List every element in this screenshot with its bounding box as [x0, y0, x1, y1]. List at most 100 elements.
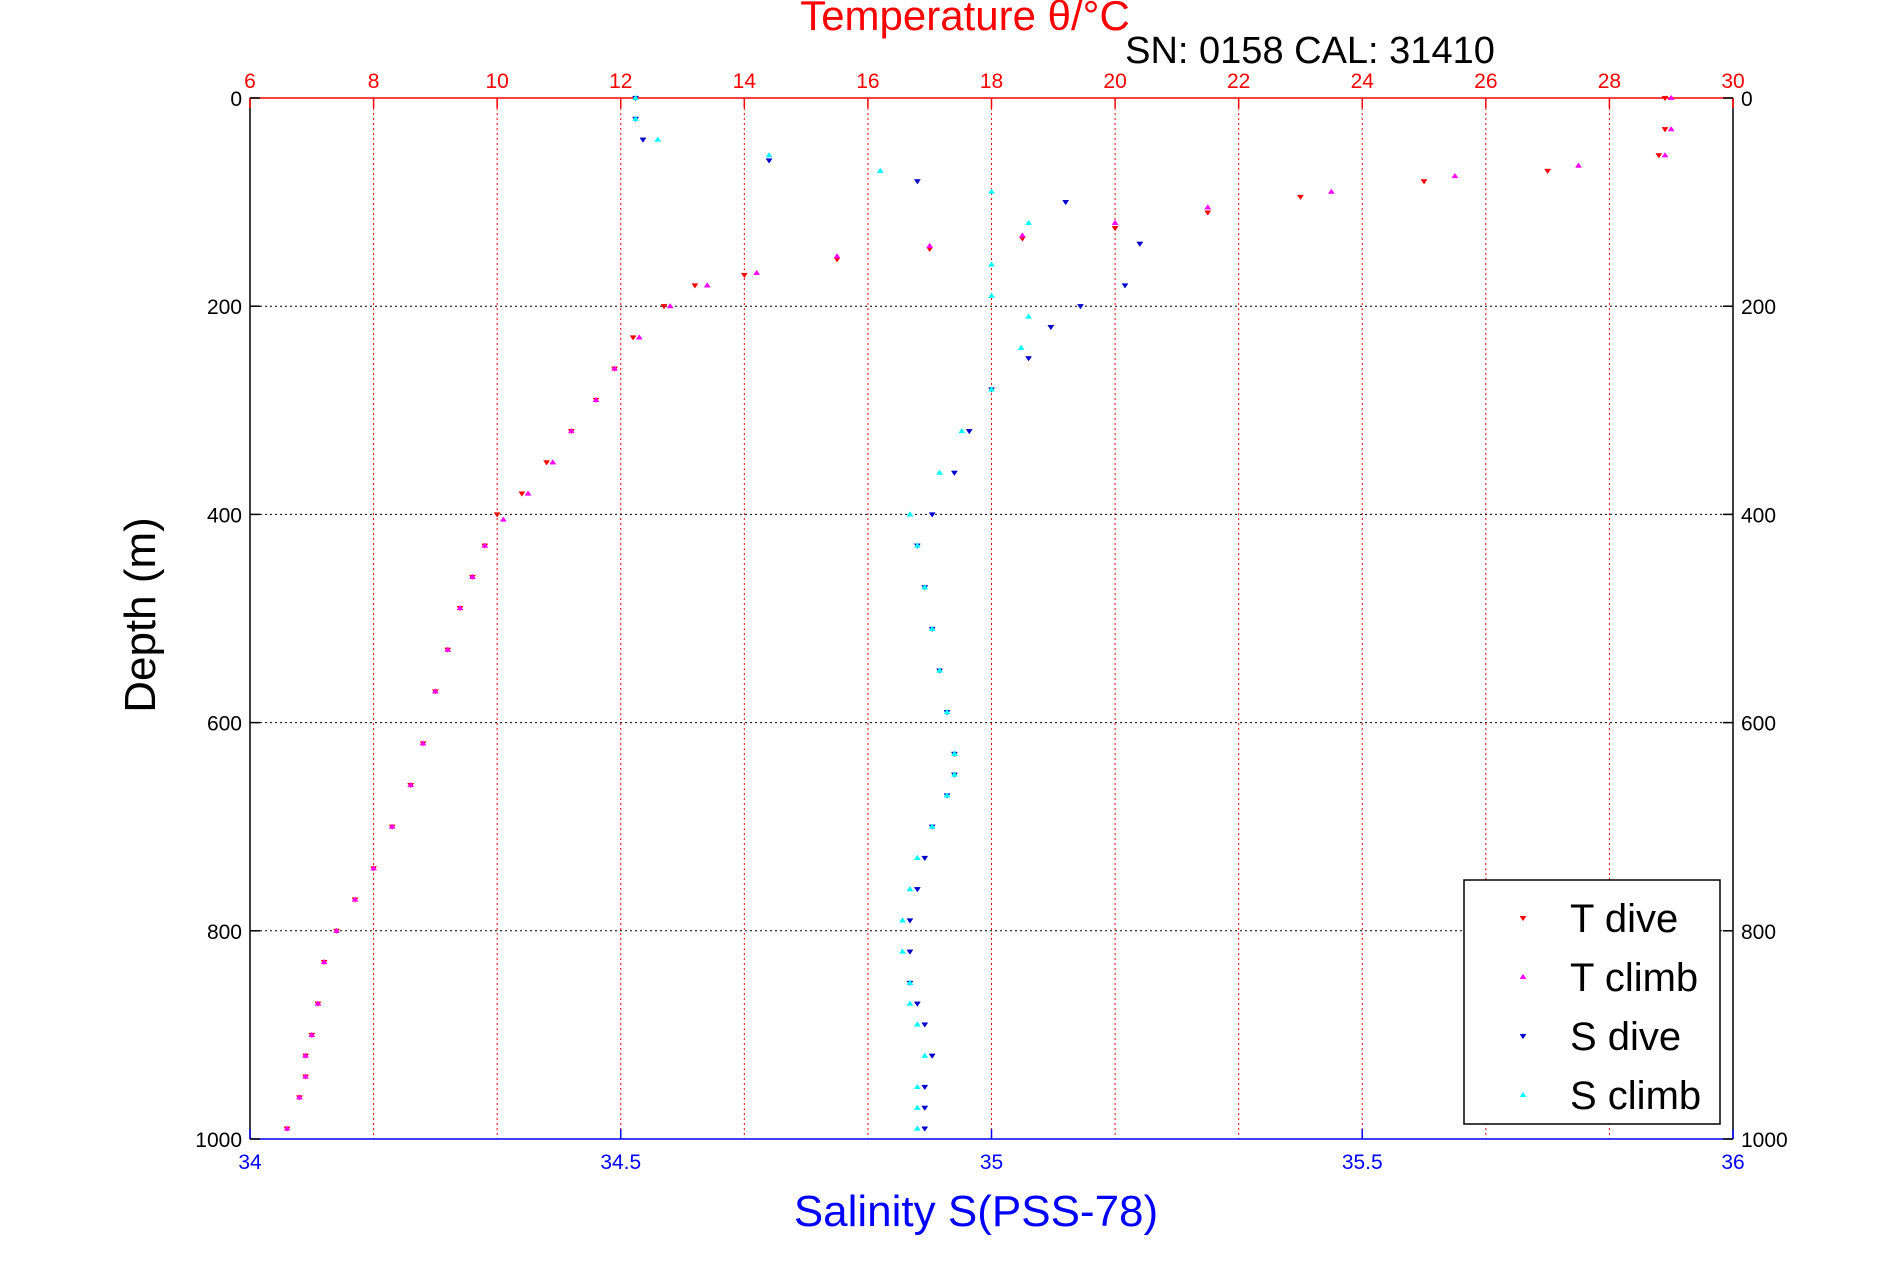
t-dive-point: [518, 491, 526, 497]
t-dive-point: [1655, 153, 1663, 159]
axes-layer: 6 8 10 12 14 16 18 20 22 24 26 28 30 34 34.5 35 35.5 36 0 0…: [195, 70, 1787, 1174]
s-climb-point: [876, 167, 884, 173]
temperature-tick-label: 30: [1721, 70, 1744, 93]
t-climb-point: [1575, 162, 1582, 168]
t-climb-point: [333, 927, 340, 933]
t-climb-point: [370, 865, 378, 871]
s-climb-point: [950, 750, 958, 756]
legend-marker-t-dive: [1519, 915, 1527, 922]
s-dive-point: [1077, 304, 1084, 310]
s-dive-point: [921, 1126, 929, 1132]
t-climb-point: [499, 516, 507, 522]
s-climb-point: [1025, 313, 1033, 319]
t-climb-point: [549, 459, 557, 465]
temperature-tick-label: 20: [1103, 70, 1126, 93]
depth-tick-label-right: 600: [1741, 713, 1776, 736]
temperature-tick-label: 14: [733, 70, 757, 93]
s-climb-point: [765, 152, 773, 158]
s-dive-point: [1047, 324, 1055, 331]
depth-tick-label-left: 600: [207, 713, 242, 736]
t-climb-point: [666, 303, 674, 309]
legend-label-s-climb: S climb: [1570, 1074, 1701, 1118]
s-climb-point: [1025, 219, 1033, 225]
t-climb-point: [592, 396, 600, 402]
s-climb-point: [913, 854, 921, 860]
legend-marker-t-climb: [1519, 973, 1527, 980]
t-climb-point: [431, 688, 439, 694]
t-climb-point: [456, 604, 464, 611]
t-climb-point: [1111, 219, 1119, 225]
t-climb-point: [1451, 172, 1459, 179]
s-climb-point: [913, 1125, 921, 1131]
salinity-tick-label: 34.5: [600, 1151, 641, 1174]
legend-marker-s-climb: [1519, 1091, 1527, 1098]
s-climb-point: [906, 979, 914, 985]
s-climb-point: [913, 1021, 921, 1027]
s-climb-point: [921, 1052, 929, 1058]
temperature-tick-label: 24: [1351, 70, 1375, 93]
temperature-tick-label: 22: [1227, 70, 1250, 93]
temperature-tick-label: 16: [856, 70, 879, 93]
s-climb-point: [988, 386, 995, 392]
t-dive-point: [1661, 95, 1669, 102]
s-climb-point: [632, 94, 640, 101]
legend-label-s-dive: S dive: [1570, 1015, 1681, 1059]
t-dive-point: [740, 272, 748, 279]
s-dive-point: [1025, 356, 1033, 362]
t-climb-point: [611, 365, 619, 371]
depth-tick-label-right: 1000: [1741, 1129, 1788, 1152]
depth-tick-label-left: 0: [230, 88, 242, 111]
t-climb-point: [419, 740, 427, 746]
s-dive-point: [906, 918, 914, 924]
salinity-tick-label: 35.5: [1342, 1151, 1383, 1174]
t-climb-point: [283, 1125, 291, 1131]
s-climb-point: [899, 948, 906, 954]
depth-tick-label-left: 800: [207, 921, 242, 944]
s-climb-point: [899, 917, 906, 923]
s-dive-point: [928, 1053, 936, 1059]
t-climb-point: [444, 646, 452, 652]
t-climb-point: [833, 253, 841, 259]
marks-layer: [283, 94, 1675, 1132]
s-climb-point: [943, 792, 951, 798]
temperature-tick-label: 12: [609, 70, 632, 93]
t-dive-point: [1661, 127, 1669, 133]
s-climb-point: [906, 511, 914, 517]
depth-tick-label-right: 800: [1741, 921, 1776, 944]
y-axis-title: Depth (m): [116, 517, 165, 713]
t-climb-point: [481, 542, 489, 548]
s-dive-point: [1062, 200, 1070, 206]
t-climb-point: [1667, 94, 1675, 101]
legend-box: [1463, 879, 1721, 1125]
s-climb-point: [906, 886, 914, 892]
salinity-tick-label: 34: [238, 1151, 262, 1174]
t-climb-point: [703, 282, 711, 288]
t-climb-point: [567, 427, 575, 434]
depth-tick-label-right: 400: [1741, 504, 1776, 527]
s-dive-point: [913, 887, 921, 893]
depth-tick-label-left: 400: [207, 504, 242, 527]
s-climb-point: [988, 292, 995, 298]
s-climb-point: [632, 115, 640, 121]
t-climb-point: [320, 958, 328, 965]
s-climb-point: [928, 823, 936, 829]
t-climb-point: [753, 269, 761, 275]
s-climb-point: [936, 469, 944, 475]
t-climb-point: [302, 1073, 310, 1079]
s-climb-point: [936, 667, 944, 673]
temperature-tick-label: 8: [368, 70, 380, 93]
s-climb-point: [906, 1000, 914, 1006]
s-climb-point: [950, 771, 958, 777]
t-climb-point: [314, 1000, 322, 1006]
t-climb-point: [1667, 126, 1675, 132]
temperature-tick-label: 26: [1474, 70, 1497, 93]
s-dive-point: [913, 1001, 921, 1007]
t-dive-point: [629, 335, 637, 341]
legend-label-t-climb: T climb: [1570, 956, 1698, 1000]
x-axis-title: Salinity S(PSS-78): [794, 1187, 1158, 1236]
temperature-tick-label: 18: [980, 70, 1003, 93]
t-dive-point: [493, 512, 501, 518]
legend-label-t-dive: T dive: [1570, 897, 1678, 941]
t-dive-point: [1420, 179, 1428, 185]
s-climb-point: [1017, 344, 1025, 350]
